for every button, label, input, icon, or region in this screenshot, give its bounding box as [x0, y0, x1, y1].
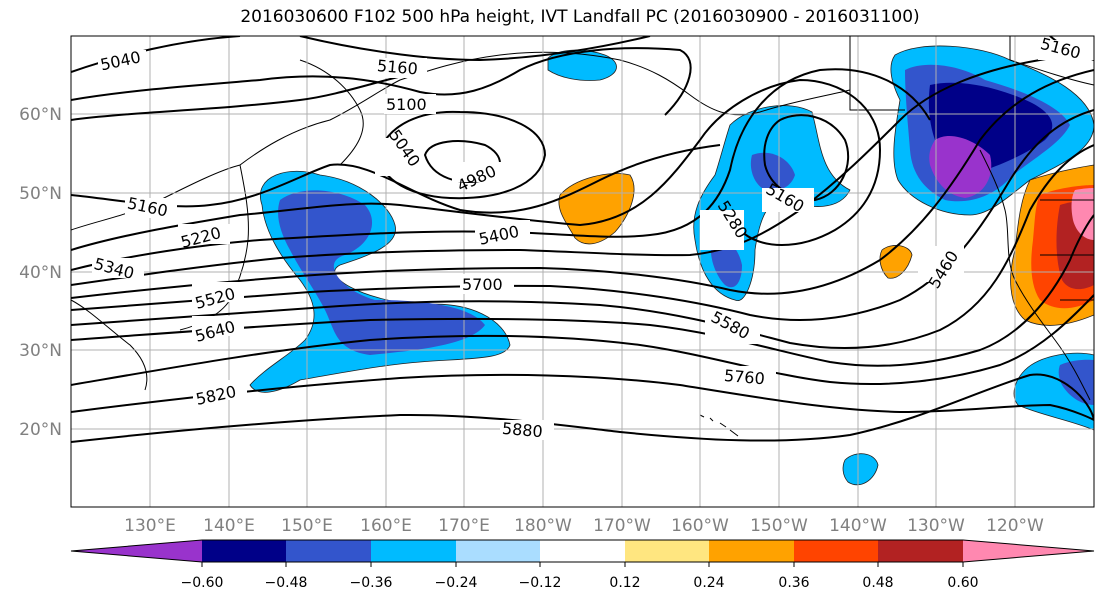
colorbar-tick-label: 0.12 — [609, 575, 640, 591]
lat-label: 50°N — [19, 184, 62, 204]
lon-label: 120°W — [986, 516, 1044, 536]
height-contours — [71, 36, 1094, 443]
colorbar-swatch — [878, 540, 963, 562]
lat-label: 30°N — [19, 341, 62, 361]
colorbar-tick-label: 0.24 — [693, 575, 724, 591]
colorbar-swatches — [70, 539, 1095, 567]
map-title: 2016030600 F102 500 hPa height, IVT Land… — [240, 7, 920, 27]
colorbar-swatch — [202, 540, 286, 562]
lon-label: 170°E — [438, 516, 490, 536]
colorbar-swatch — [371, 540, 456, 562]
lat-label: 20°N — [19, 420, 62, 440]
colorbar-swatch — [794, 540, 878, 562]
colorbar-tick-label: −0.12 — [519, 575, 562, 591]
map-frame — [70, 35, 1095, 508]
lon-label: 180°W — [514, 516, 572, 536]
colorbar-swatch — [71, 540, 202, 562]
colorbar-tick-label: −0.60 — [181, 575, 224, 591]
lon-label: 130°E — [124, 516, 176, 536]
colorbar-ticks: −0.60 −0.48 −0.36 −0.24 −0.12 0.12 0.24 … — [181, 575, 979, 591]
colorbar-tick-label: −0.36 — [350, 575, 393, 591]
colorbar: −0.60 −0.48 −0.36 −0.24 −0.12 0.12 0.24 … — [70, 539, 1095, 591]
colorbar-tick-label: −0.24 — [435, 575, 478, 591]
lon-label: 160°W — [671, 516, 729, 536]
latitude-labels: 60°N 50°N 40°N 30°N 20°N — [19, 105, 62, 440]
contour-label: 5880 — [501, 419, 543, 441]
lon-label: 140°W — [829, 516, 887, 536]
lon-label: 150°W — [750, 516, 808, 536]
lat-label: 60°N — [19, 105, 62, 125]
colorbar-swatch — [963, 540, 1094, 562]
lon-label: 160°E — [360, 516, 412, 536]
contour-label: 5700 — [462, 275, 503, 294]
contour-label: 5760 — [723, 366, 765, 388]
colorbar-swatch — [540, 540, 625, 562]
colorbar-tick-label: 0.36 — [778, 575, 809, 591]
lat-label: 40°N — [19, 263, 62, 283]
longitude-labels: 130°E 140°E 150°E 160°E 170°E 180°W 170°… — [124, 516, 1044, 536]
lon-label: 140°E — [203, 516, 255, 536]
gridlines — [71, 36, 1094, 507]
contour-label: 5100 — [386, 95, 427, 114]
colorbar-tick-label: 0.60 — [947, 575, 978, 591]
colorbar-swatch — [709, 540, 794, 562]
colorbar-swatch — [625, 540, 709, 562]
colorbar-swatch — [456, 540, 540, 562]
contour-label: 5160 — [376, 56, 418, 78]
lon-label: 130°W — [907, 516, 965, 536]
colorbar-tick-label: 0.48 — [862, 575, 893, 591]
colorbar-tick-label: −0.48 — [265, 575, 308, 591]
colorbar-swatch — [286, 540, 371, 562]
contour-labels: 5040 5160 5100 5040 4980 5160 5220 5340 … — [92, 36, 1094, 441]
lon-label: 150°E — [281, 516, 333, 536]
lon-label: 170°W — [593, 516, 651, 536]
shaded-region-west-coast — [1010, 164, 1094, 326]
map-panel: 5040 5160 5100 5040 4980 5160 5220 5340 … — [71, 36, 1094, 507]
